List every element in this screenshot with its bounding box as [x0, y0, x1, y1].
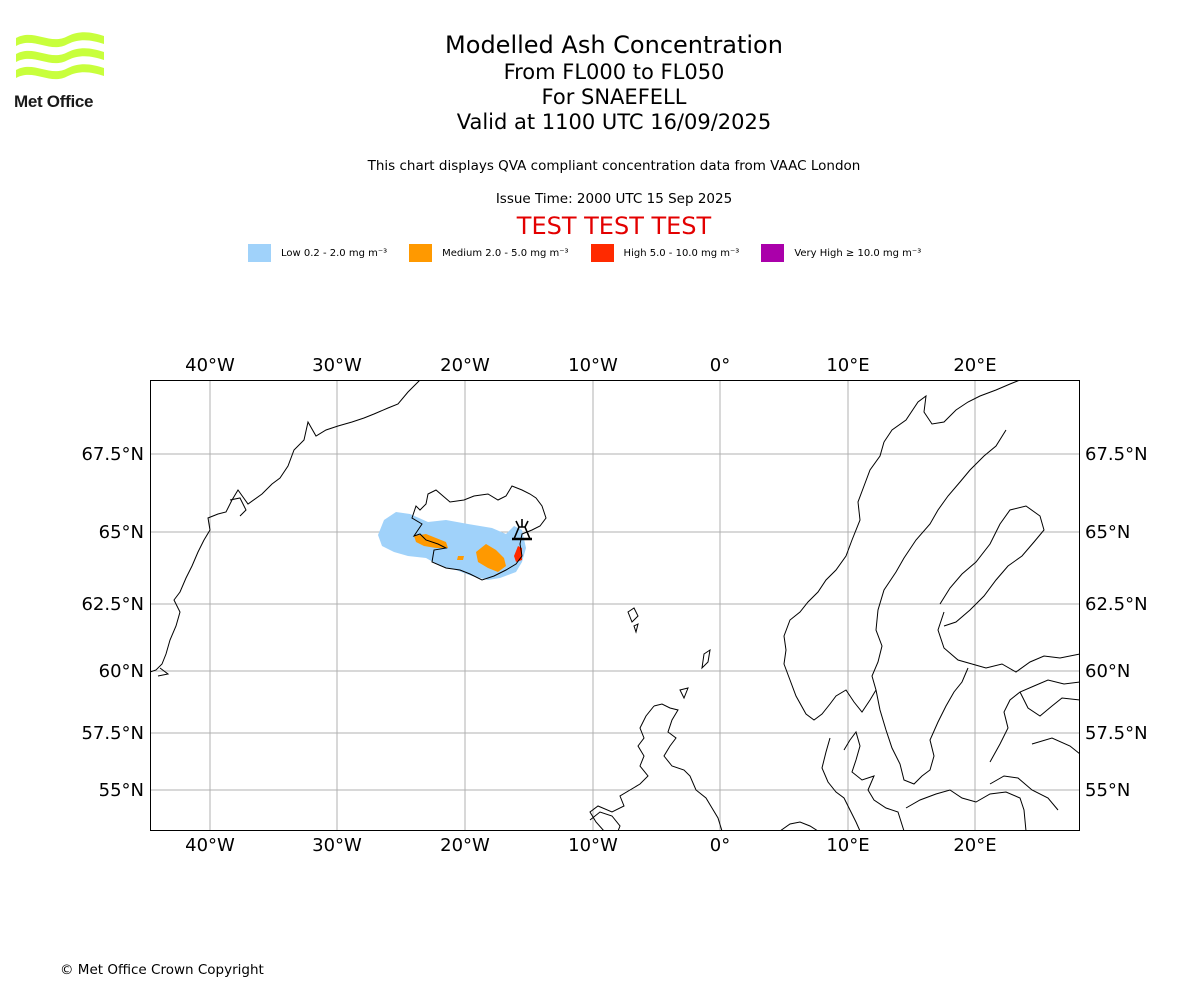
lon-label: 0°	[710, 355, 730, 376]
flight-levels: From FL000 to FL050	[503, 60, 725, 84]
lon-label: 20°W	[440, 835, 490, 856]
coast-finland	[939, 505, 1080, 673]
coast-iceland	[411, 485, 547, 581]
lat-label: 67.5°N	[1085, 444, 1148, 465]
ash-medium-region-patch	[457, 556, 464, 560]
legend: Low 0.2 - 2.0 mg m⁻³ Medium 2.0 - 5.0 mg…	[248, 244, 943, 262]
lat-label: 67.5°N	[81, 444, 144, 465]
legend-label-low: Low 0.2 - 2.0 mg m⁻³	[281, 247, 388, 259]
title-block: Modelled Ash Concentration From FL000 to…	[314, 30, 914, 135]
lon-label: 10°E	[826, 835, 869, 856]
compliance-note: This chart displays QVA compliant concen…	[367, 158, 861, 174]
legend-swatch-high	[590, 244, 614, 262]
legend-item-very-high: Very High ≥ 10.0 mg m⁻³	[761, 244, 921, 262]
lon-label: 0°	[710, 835, 730, 856]
legend-item-medium: Medium 2.0 - 5.0 mg m⁻³	[409, 244, 569, 262]
chart-title: Modelled Ash Concentration	[445, 31, 783, 59]
lon-label: 30°W	[312, 835, 362, 856]
lon-label: 40°W	[185, 835, 235, 856]
lat-label: 65°N	[99, 522, 144, 543]
lon-label: 40°W	[185, 355, 235, 376]
lon-label: 10°W	[568, 835, 618, 856]
map-frame	[150, 380, 1080, 831]
lat-label: 55°N	[99, 780, 144, 801]
volcano-name: For SNAEFELL	[541, 85, 687, 109]
lat-label: 57.5°N	[81, 723, 144, 744]
legend-label-very-high: Very High ≥ 10.0 mg m⁻³	[794, 247, 922, 259]
ash-medium-region-east	[476, 544, 506, 572]
issue-time: Issue Time: 2000 UTC 15 Sep 2025	[495, 191, 733, 207]
legend-swatch-very-high	[761, 244, 785, 262]
lon-label: 20°E	[953, 355, 996, 376]
ash-low-region	[378, 512, 526, 580]
coast-sweden	[871, 429, 1007, 785]
legend-label-high: High 5.0 - 10.0 mg m⁻³	[623, 247, 740, 259]
valid-time: Valid at 1100 UTC 16/09/2025	[456, 110, 772, 134]
graticule	[150, 380, 1080, 831]
copyright: © Met Office Crown Copyright	[60, 962, 264, 978]
lon-labels-top: 40°W 30°W 20°W 10°W 0° 10°E 20°E	[185, 355, 996, 376]
coast-norway	[783, 380, 1021, 721]
lon-label: 20°W	[440, 355, 490, 376]
lat-label: 57.5°N	[1085, 723, 1148, 744]
volcano-icon	[512, 519, 532, 541]
logo-text: Met Office	[14, 92, 94, 111]
lon-labels-bottom: 40°W 30°W 20°W 10°W 0° 10°E 20°E	[185, 835, 996, 856]
legend-swatch-low	[248, 244, 271, 262]
lon-label: 20°E	[953, 835, 996, 856]
coast-denmark	[821, 730, 1027, 831]
test-banner: TEST TEST TEST	[516, 212, 712, 240]
lon-label: 30°W	[312, 355, 362, 376]
legend-label-medium: Medium 2.0 - 5.0 mg m⁻³	[442, 247, 569, 259]
lat-label: 62.5°N	[1085, 594, 1148, 615]
lat-label: 55°N	[1085, 780, 1130, 801]
lat-labels-right: 67.5°N 65°N 62.5°N 60°N 57.5°N 55°N	[1085, 444, 1148, 801]
met-office-logo	[16, 32, 104, 80]
legend-swatch-medium	[409, 244, 433, 262]
lat-label: 60°N	[99, 661, 144, 682]
coastlines	[150, 380, 1080, 831]
coast-ireland	[589, 811, 621, 831]
legend-item-low: Low 0.2 - 2.0 mg m⁻³	[248, 244, 387, 262]
lat-label: 60°N	[1085, 661, 1130, 682]
lon-label: 10°W	[568, 355, 618, 376]
lon-label: 10°E	[826, 355, 869, 376]
coast-faroes	[627, 607, 639, 634]
coast-greenland	[150, 380, 421, 677]
coast-baltic-states	[989, 679, 1080, 811]
lat-labels-left: 67.5°N 65°N 62.5°N 60°N 57.5°N 55°N	[81, 444, 144, 801]
legend-item-high: High 5.0 - 10.0 mg m⁻³	[590, 244, 740, 262]
coast-shetland	[679, 648, 711, 700]
coast-great-britain	[589, 703, 723, 831]
lat-label: 62.5°N	[81, 594, 144, 615]
coast-netherlands	[779, 821, 819, 831]
lat-label: 65°N	[1085, 522, 1130, 543]
